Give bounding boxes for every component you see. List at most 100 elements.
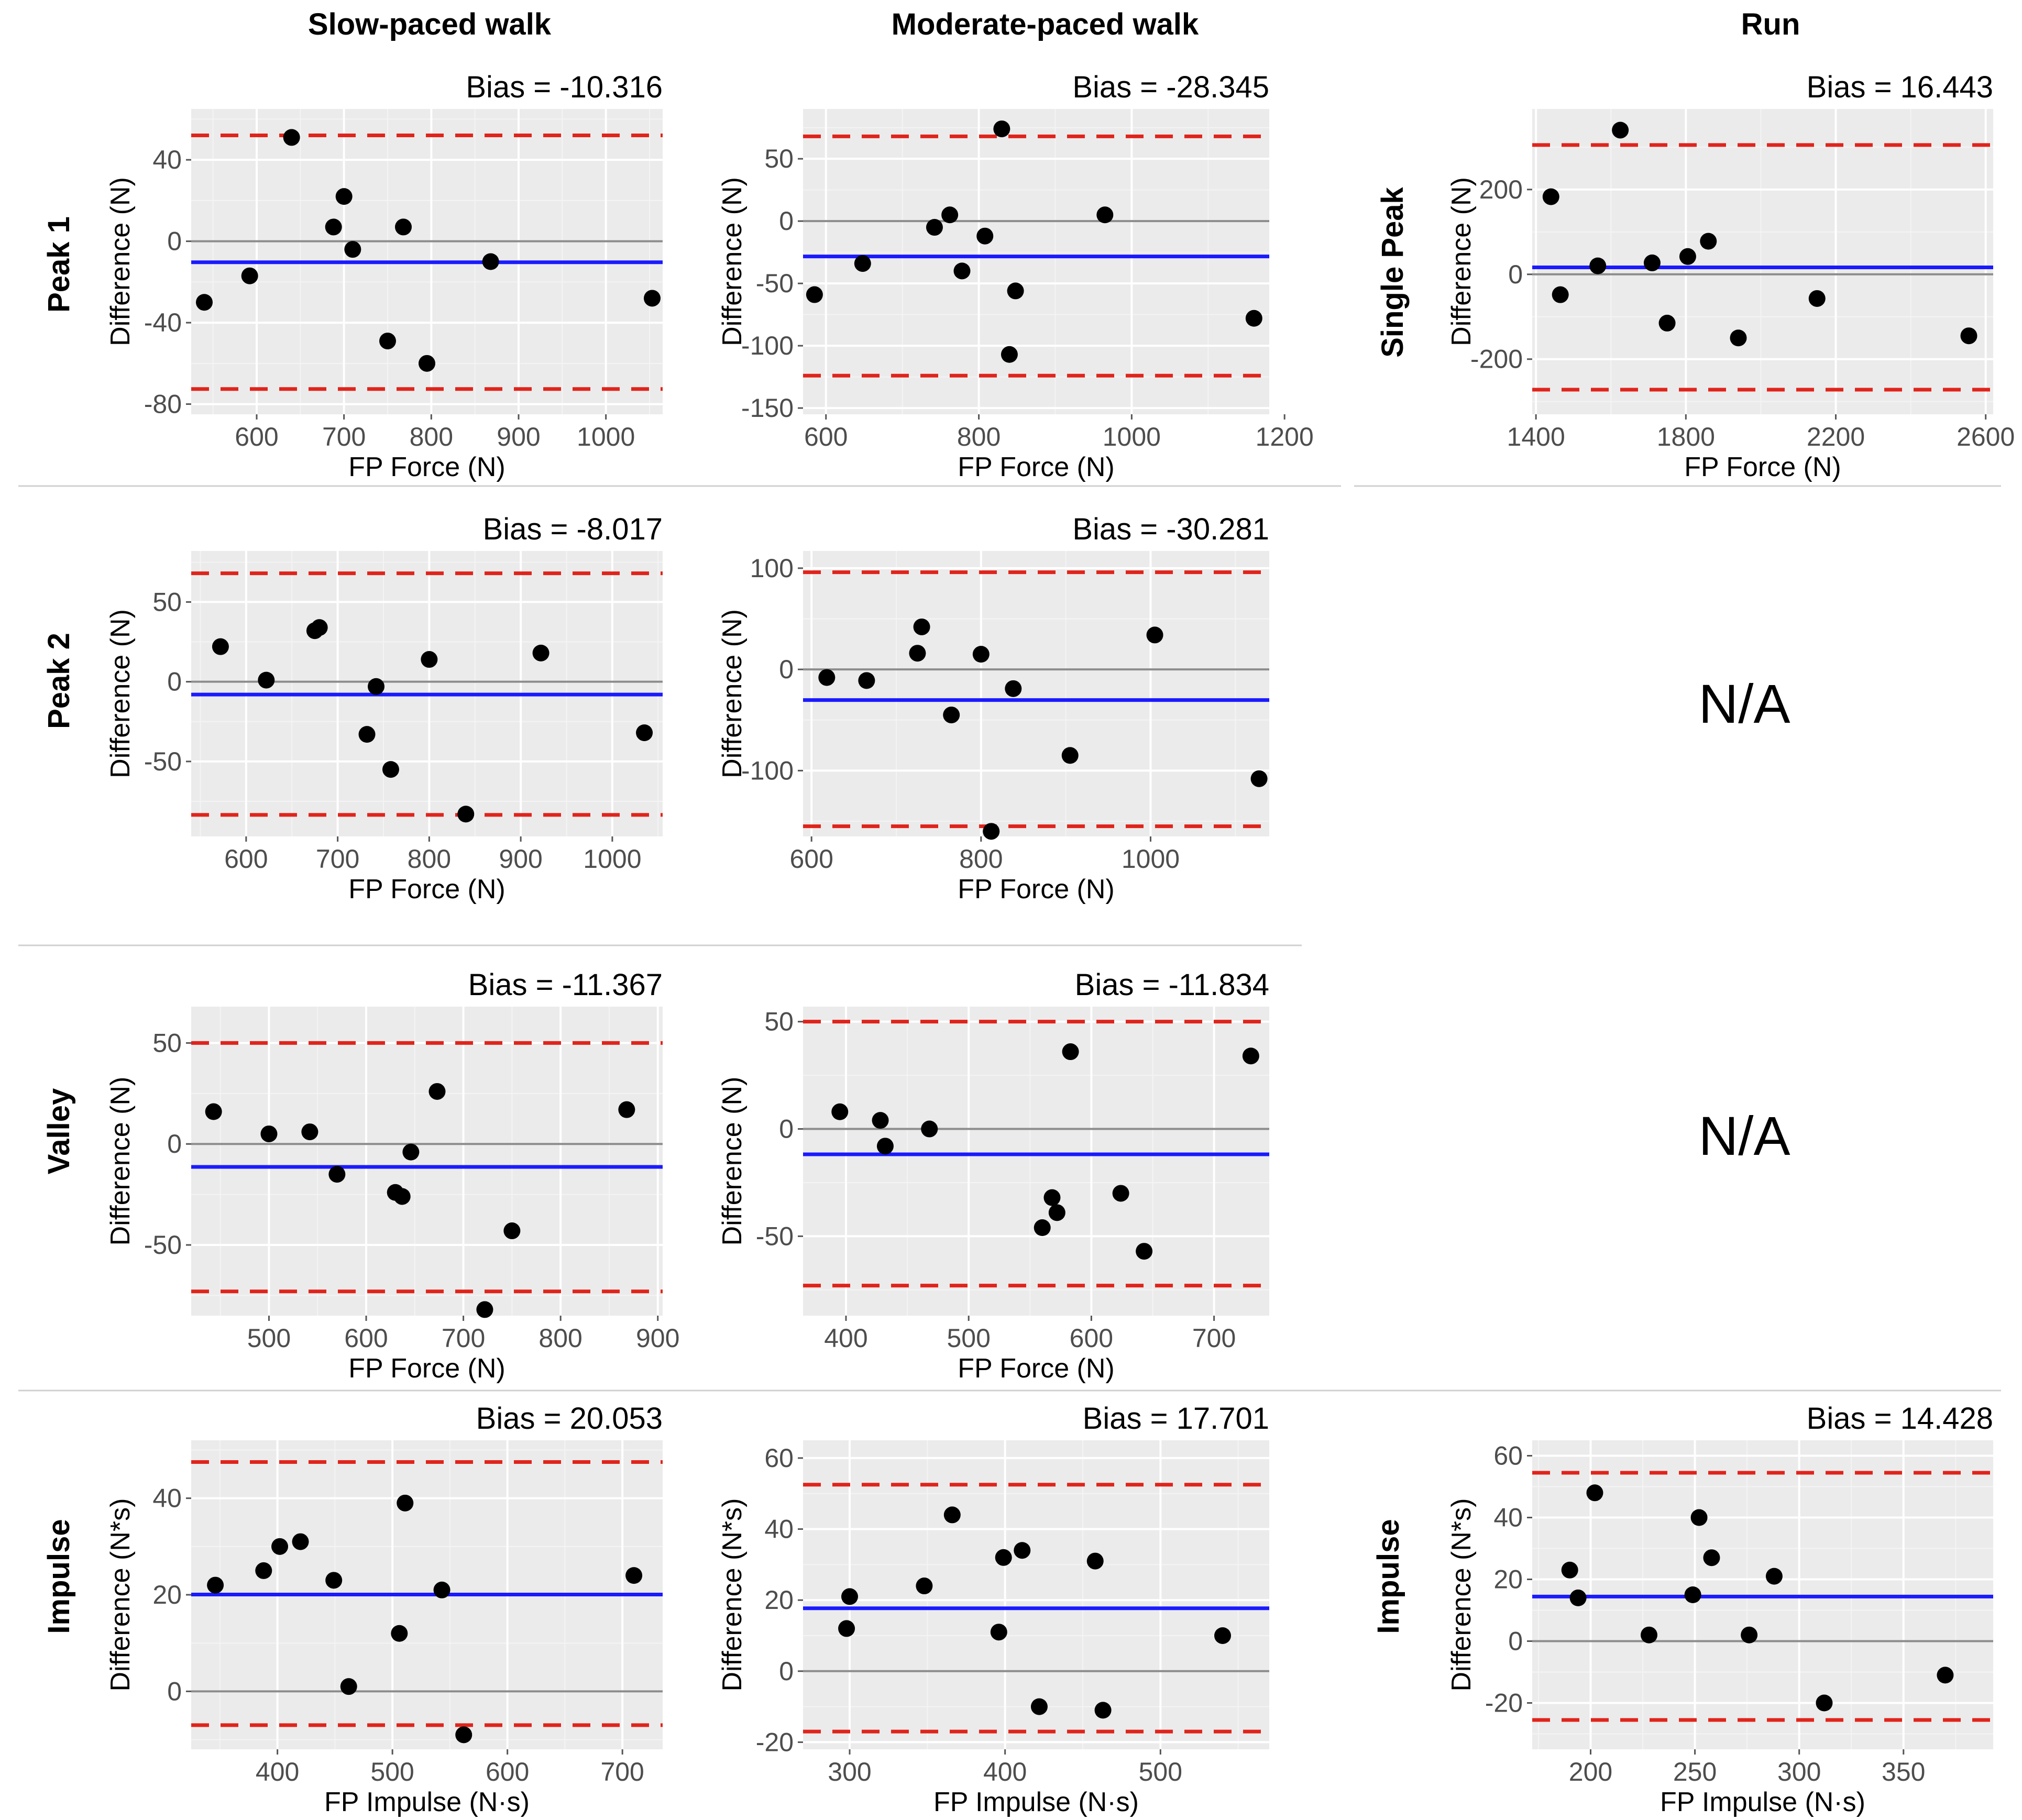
x-tick-label: 600	[1070, 1323, 1113, 1353]
x-axis-label: FP Impulse (N·s)	[933, 1787, 1139, 1817]
x-axis-label: FP Force (N)	[958, 874, 1115, 905]
na-label-valley-run: N/A	[1698, 1106, 1790, 1167]
data-point	[831, 1103, 849, 1120]
data-point	[1242, 1047, 1259, 1065]
data-point	[625, 1567, 643, 1584]
y-tick-label: 0	[779, 1115, 794, 1144]
plot-slow-valley: 500 600 700 800 900 -50 0 50 Bias = -11.367 FP Fo…	[105, 968, 679, 1384]
bias-title: Bias = 17.701	[1083, 1402, 1269, 1436]
data-point	[340, 1678, 357, 1695]
y-tick-label: -150	[741, 393, 794, 423]
data-point	[212, 638, 229, 655]
bias-title: Bias = -30.281	[1072, 512, 1269, 546]
plot-slow-impulse: 400 500 600 700 0 20 40 Bias = 20.053 FP Impulse…	[105, 1402, 663, 1817]
data-point	[1808, 290, 1826, 307]
x-tick-label: 800	[959, 844, 1003, 874]
x-axis-label: FP Force (N)	[348, 1353, 506, 1384]
data-point	[271, 1538, 289, 1555]
data-point	[1007, 282, 1024, 300]
data-point	[1552, 286, 1569, 303]
data-point	[1730, 329, 1747, 347]
x-tick-label: 2200	[1807, 422, 1865, 451]
y-tick-label: 0	[167, 1676, 182, 1706]
row-header-impulse: Impulse	[42, 1519, 76, 1634]
y-tick-label: 0	[779, 1657, 794, 1686]
x-tick-label: 500	[1139, 1757, 1182, 1786]
bias-title: Bias = 16.443	[1807, 70, 1993, 104]
data-point	[926, 219, 943, 236]
x-tick-label: 800	[410, 422, 453, 451]
data-point	[1245, 310, 1262, 327]
data-point	[818, 669, 836, 686]
y-axis-label: Difference (N)	[105, 177, 136, 346]
y-axis-label: Difference (N*s)	[717, 1498, 748, 1692]
data-point	[258, 671, 275, 689]
plot-moderate-peak1: 600 800 1000 1200 -150 -100 -50 0 50 Bias = -28.3…	[717, 70, 1314, 482]
data-point	[976, 227, 994, 245]
x-tick-label: 250	[1673, 1757, 1717, 1786]
data-point	[1643, 254, 1661, 271]
data-point	[292, 1533, 309, 1550]
data-point	[402, 1143, 420, 1161]
x-tick-label: 1000	[583, 844, 641, 874]
data-point	[1112, 1185, 1129, 1202]
y-tick-label: -50	[144, 1230, 182, 1260]
data-point	[858, 672, 875, 689]
x-tick-label: 600	[224, 844, 268, 874]
data-point	[328, 1166, 346, 1183]
y-tick-label: 100	[750, 554, 794, 583]
data-point	[876, 1138, 894, 1155]
y-tick-label: 0	[1508, 1627, 1523, 1656]
x-tick-label: 400	[983, 1757, 1027, 1786]
data-point	[1096, 206, 1114, 224]
data-point	[344, 241, 361, 258]
y-tick-label: -100	[741, 331, 794, 360]
data-point	[953, 262, 971, 280]
x-tick-label: 900	[499, 844, 542, 874]
data-point	[806, 286, 823, 303]
row-header-peak2: Peak 2	[42, 633, 76, 729]
x-axis-label: FP Force (N)	[1684, 452, 1841, 482]
data-point	[1061, 747, 1079, 764]
run-label-impulse: Impulse	[1371, 1519, 1405, 1634]
y-tick-label: -200	[1470, 345, 1523, 374]
y-tick-label: 40	[1493, 1503, 1523, 1532]
data-point	[196, 294, 213, 311]
data-point	[421, 651, 438, 668]
data-point	[455, 1726, 472, 1744]
y-axis-label: Difference (N)	[717, 609, 748, 778]
x-tick-label: 1200	[1256, 422, 1314, 451]
data-point	[325, 1572, 343, 1589]
data-point	[283, 129, 300, 146]
data-point	[1589, 257, 1607, 274]
data-point	[909, 645, 926, 662]
data-point	[1703, 1549, 1720, 1567]
data-point	[382, 761, 399, 778]
data-point	[636, 724, 653, 742]
data-point	[391, 1625, 408, 1642]
data-point	[983, 823, 1000, 840]
data-point	[1542, 188, 1559, 205]
plot-run-impulse: 200 250 300 350 -20 0 20 40 60 Bias = 14.428 FP Im…	[1446, 1402, 1993, 1817]
y-tick-label: 50	[152, 1028, 182, 1057]
row-header-valley: Valley	[42, 1088, 76, 1174]
na-label-peak2-run: N/A	[1698, 674, 1790, 735]
x-tick-label: 1000	[1103, 422, 1161, 451]
data-point	[916, 1578, 933, 1595]
data-point	[1612, 122, 1629, 139]
data-point	[255, 1562, 272, 1579]
y-tick-label: 0	[1508, 260, 1523, 289]
data-point	[1765, 1568, 1783, 1585]
data-point	[1048, 1204, 1065, 1221]
data-point	[1937, 1667, 1954, 1684]
x-axis-label: FP Force (N)	[348, 874, 506, 905]
bias-title: Bias = -11.834	[1075, 968, 1269, 1002]
x-tick-label: 300	[1777, 1757, 1821, 1786]
x-tick-label: 300	[828, 1757, 871, 1786]
data-point	[301, 1123, 318, 1141]
data-point	[990, 1624, 1007, 1641]
data-point	[503, 1222, 521, 1240]
y-axis-label: Difference (N)	[717, 1077, 748, 1246]
data-point	[532, 644, 550, 661]
bias-title: Bias = -28.345	[1072, 70, 1269, 104]
